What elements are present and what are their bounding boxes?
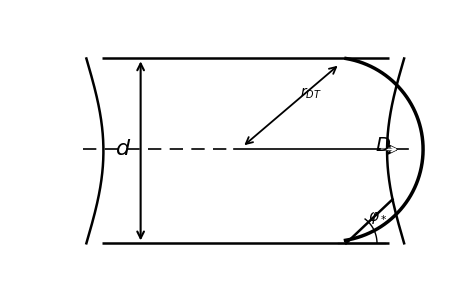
Text: $d$: $d$	[115, 138, 131, 160]
Text: $\varphi_*$: $\varphi_*$	[368, 209, 387, 226]
Text: $\mathit{D}$: $\mathit{D}$	[375, 137, 391, 155]
Text: $r_{DT}$: $r_{DT}$	[300, 86, 321, 101]
